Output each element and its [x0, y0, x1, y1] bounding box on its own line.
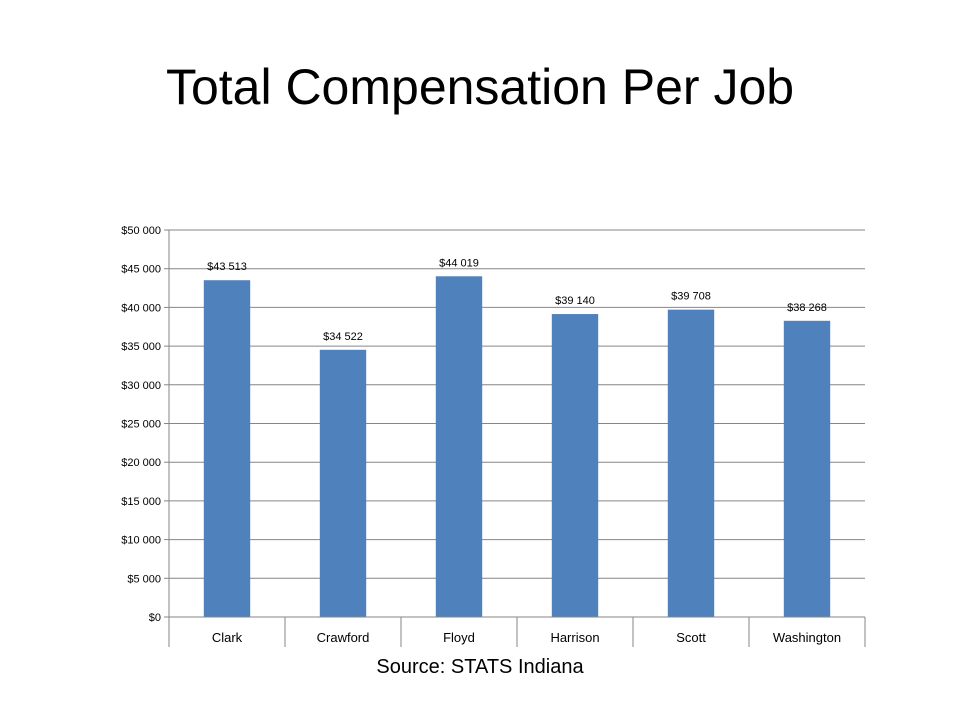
y-tick-label: $45 000: [121, 264, 161, 276]
y-tick-label: $20 000: [121, 457, 161, 469]
data-labels: $43 513 $34 522 $44 019 $39 140 $39 708 $38 2…: [207, 257, 827, 343]
y-tick-label: $30 000: [121, 380, 161, 392]
source-note: Source: STATS Indiana: [376, 656, 584, 678]
x-category-label: Scott: [676, 630, 706, 645]
gridlines: [164, 229, 865, 618]
bar: [667, 309, 715, 617]
bar: [435, 276, 483, 617]
y-tick-label: $25 000: [121, 419, 161, 431]
bar: [319, 349, 367, 617]
bar: [783, 320, 831, 617]
x-axis-category-labels: Clark Crawford Floyd Harrison Scott Washingto…: [212, 630, 841, 645]
x-category-label: Harrison: [550, 630, 599, 645]
y-tick-label: $0: [149, 612, 161, 624]
bars: [203, 276, 831, 617]
chart-title: Total Compensation Per Job: [165, 59, 795, 115]
data-label: $39 708: [671, 291, 711, 303]
bar: [551, 314, 599, 617]
data-label: $43 513: [207, 261, 247, 273]
x-category-label: Clark: [212, 630, 243, 645]
data-label: $39 140: [555, 295, 595, 307]
y-tick-label: $5 000: [127, 573, 161, 585]
y-tick-label: $40 000: [121, 302, 161, 314]
data-label: $44 019: [439, 257, 479, 269]
x-category-label: Washington: [773, 630, 841, 645]
y-tick-label: $35 000: [121, 341, 161, 353]
data-label: $38 268: [787, 302, 827, 314]
y-tick-label: $50 000: [121, 225, 161, 237]
y-axis-tick-labels: $0 $5 000 $10 000 $15 000 $20 000 $25 000 $30 …: [121, 225, 161, 624]
y-tick-label: $10 000: [121, 535, 161, 547]
x-category-label: Floyd: [443, 630, 475, 645]
axes: [168, 230, 866, 647]
y-tick-label: $15 000: [121, 496, 161, 508]
bar: [203, 280, 251, 617]
data-label: $34 522: [323, 331, 363, 343]
x-category-label: Crawford: [317, 630, 370, 645]
